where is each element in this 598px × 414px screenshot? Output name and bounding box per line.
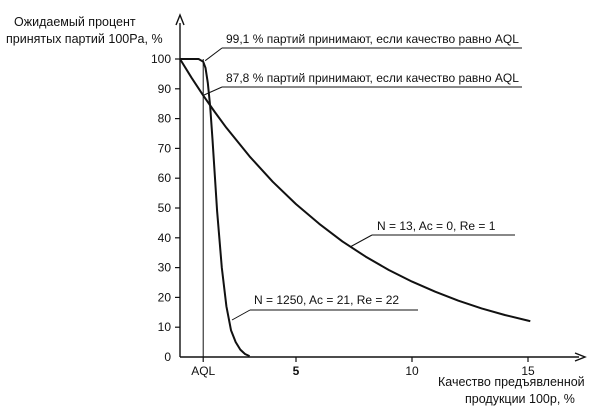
axes xyxy=(175,13,587,362)
x-tick-label: AQL xyxy=(191,364,215,378)
y-tick-label: 80 xyxy=(158,112,172,126)
annotation-aql-878: 87,8 % партий принимают, если качество р… xyxy=(226,71,519,85)
annotation-series-n1250: N = 1250, Ac = 21, Re = 22 xyxy=(254,293,399,307)
ticks: 0 10 20 30 40 50 60 70 80 90 100 AQL 5 10 15 xyxy=(151,52,535,378)
y-tick-label: 70 xyxy=(158,141,172,155)
annotation-leader-991 xyxy=(204,47,223,62)
y-tick-label: 40 xyxy=(158,231,172,245)
annotation-leader-n1250 xyxy=(231,309,251,321)
y-tick-label: 50 xyxy=(158,201,172,215)
x-axis-arrow xyxy=(574,352,587,362)
y-axis-arrow xyxy=(175,13,185,26)
series-line-2 xyxy=(180,58,251,358)
annotation-leader-878 xyxy=(202,86,223,96)
x-tick-label: 15 xyxy=(521,364,535,378)
y-axis-label-line1: Ожидаемый процент xyxy=(14,15,136,29)
x-axis-label-line2: продукции 100p, % xyxy=(465,392,575,406)
annotation-leader-n13 xyxy=(349,234,373,248)
x-axis-label-line1: Качество предъявленной xyxy=(438,375,585,389)
y-tick-label: 90 xyxy=(158,82,172,96)
y-tick-label: 10 xyxy=(158,320,172,334)
y-tick-label: 0 xyxy=(164,350,171,364)
x-tick-label: 10 xyxy=(405,364,419,378)
series-line-1 xyxy=(179,58,531,323)
y-tick-label: 20 xyxy=(158,290,172,304)
annotations: 99,1 % партий принимают, если качество р… xyxy=(202,32,522,321)
annotation-aql-991: 99,1 % партий принимают, если качество р… xyxy=(226,32,519,46)
annotation-series-n13: N = 13, Ac = 0, Re = 1 xyxy=(377,219,496,233)
y-axis-label-line2: принятых партий 100Pa, % xyxy=(6,32,163,46)
series-group xyxy=(179,58,531,358)
y-tick-label: 60 xyxy=(158,171,172,185)
y-tick-label: 100 xyxy=(151,52,171,66)
x-tick-label: 5 xyxy=(293,364,300,378)
y-tick-label: 30 xyxy=(158,261,172,275)
